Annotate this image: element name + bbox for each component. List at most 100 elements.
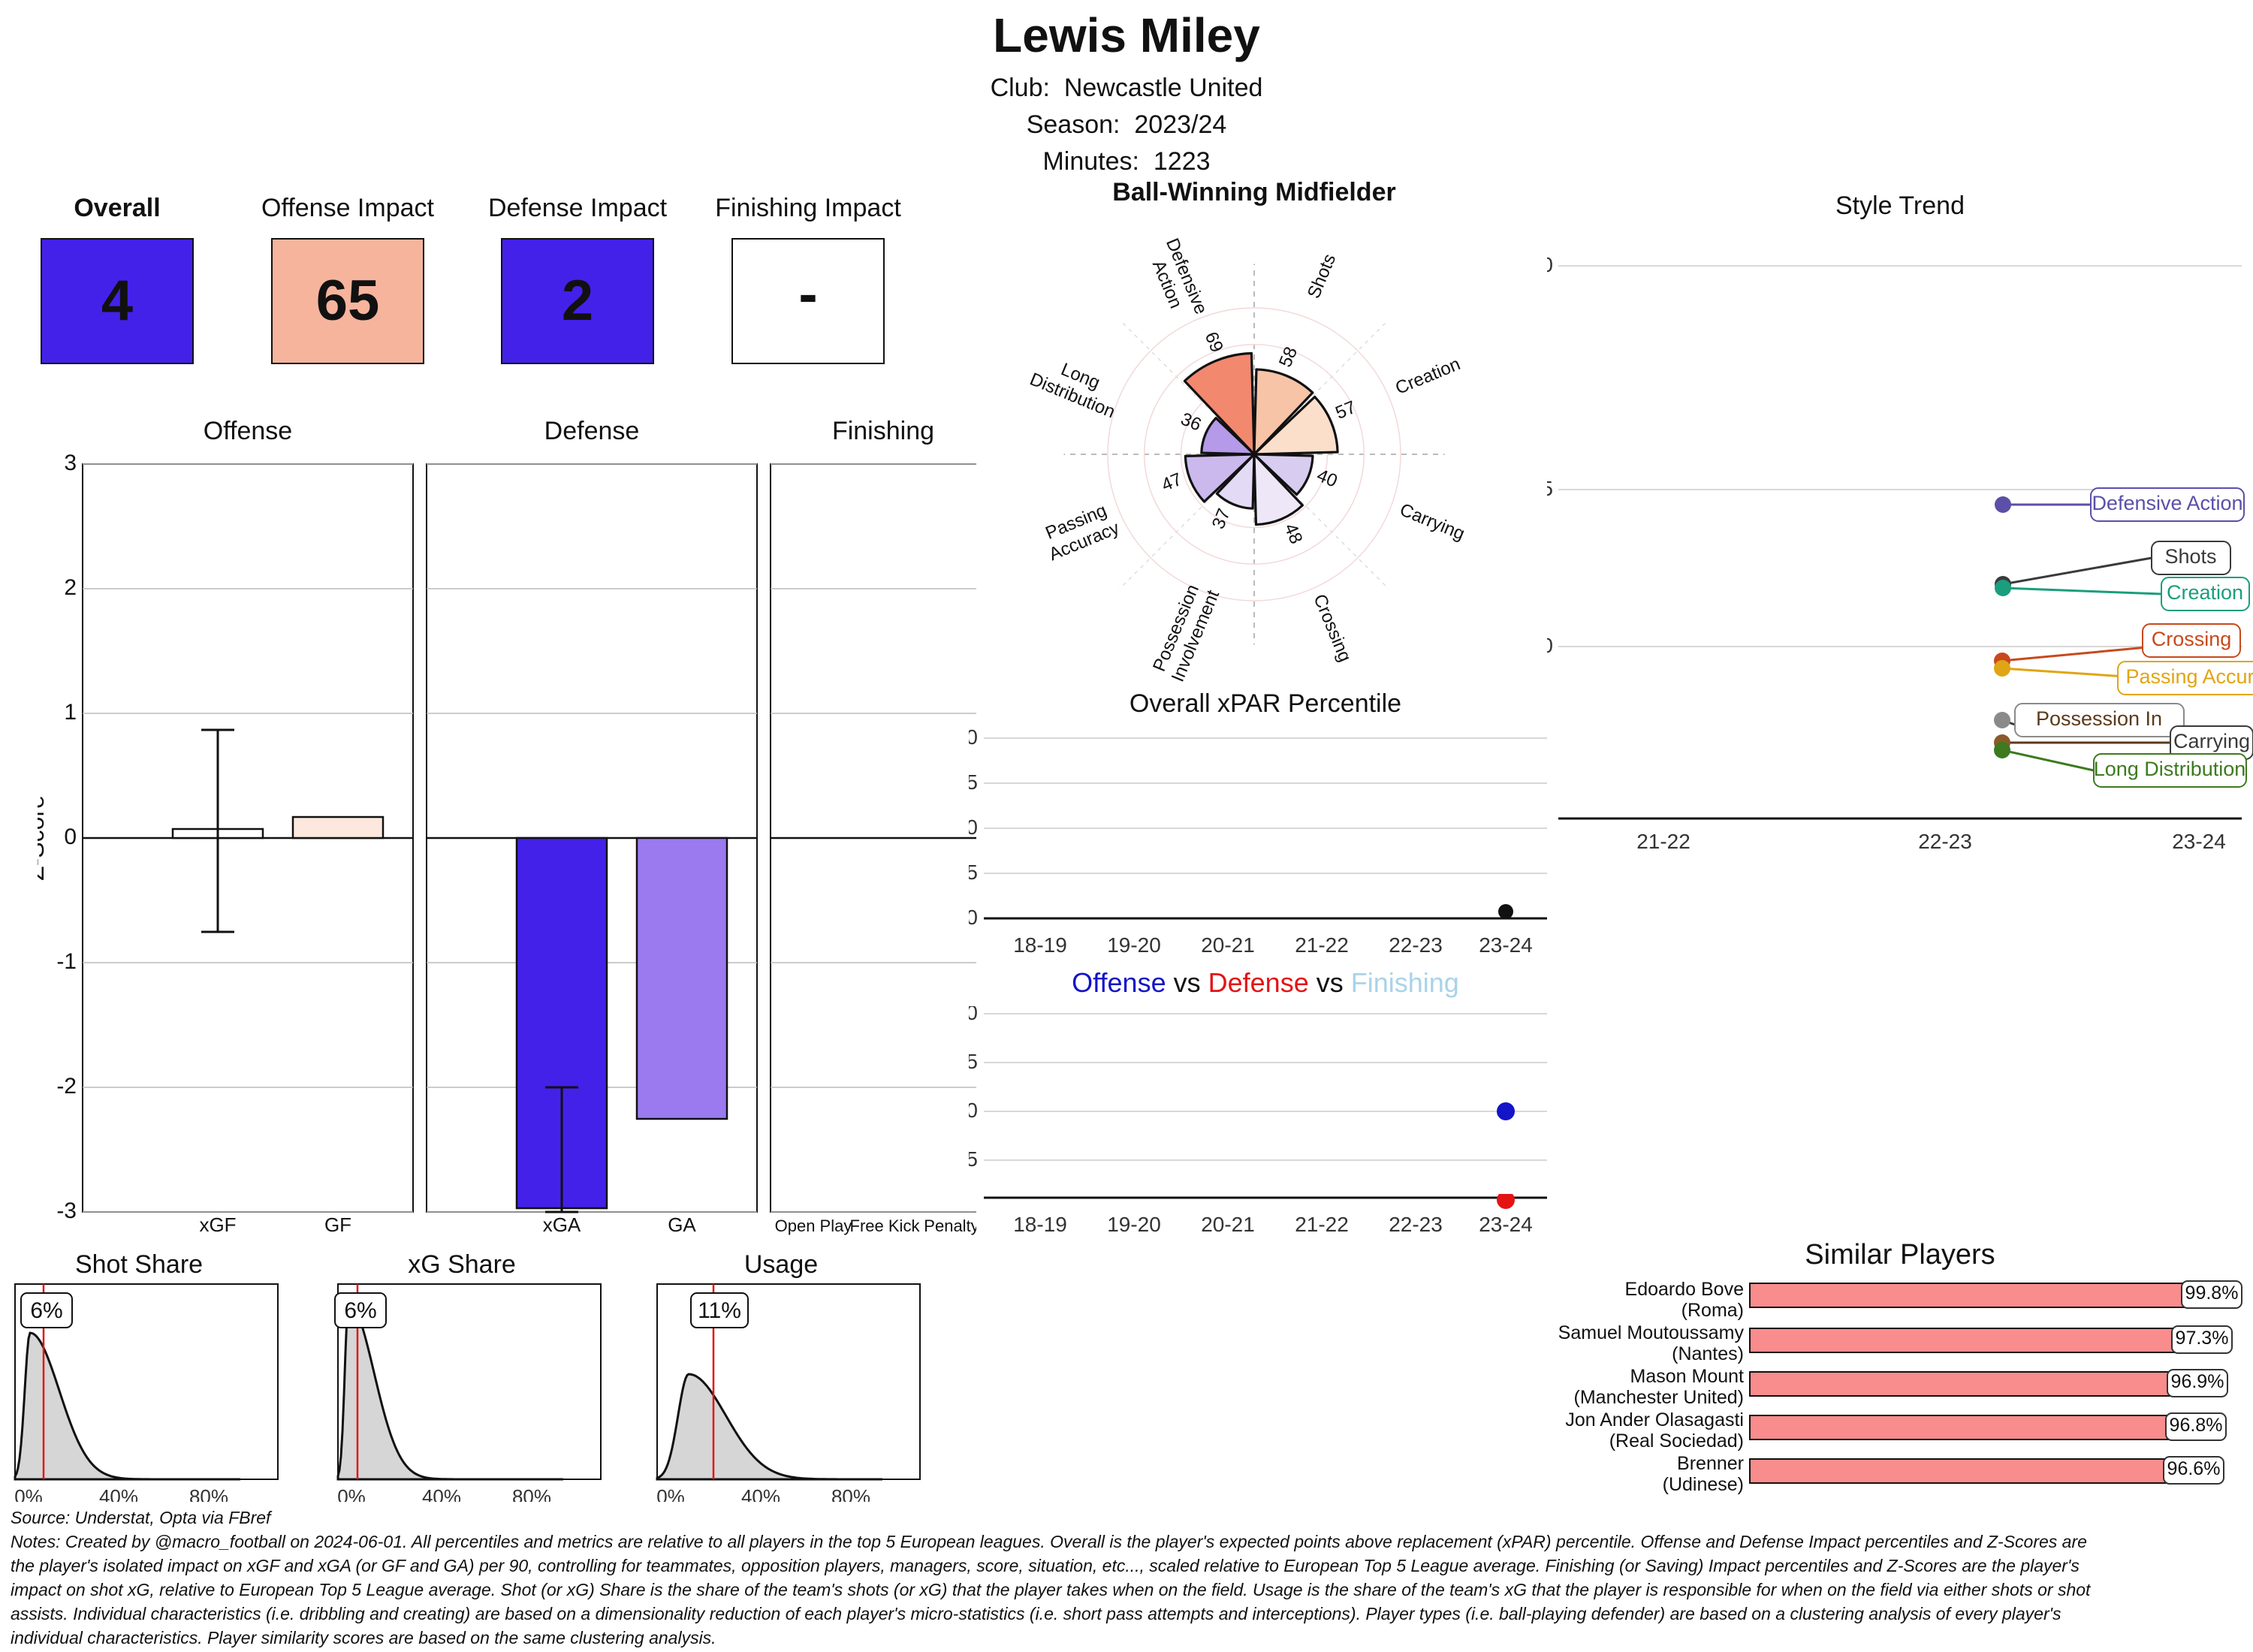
svg-text:Creation: Creation — [2167, 581, 2243, 604]
svg-text:(Roma): (Roma) — [1681, 1300, 1744, 1321]
svg-text:96.6%: 96.6% — [2167, 1458, 2221, 1479]
svg-text:22-23: 22-23 — [1389, 933, 1443, 957]
svg-text:PossessionInvolvement: PossessionInvolvement — [1148, 579, 1223, 685]
svg-text:LongDistribution: LongDistribution — [1027, 350, 1126, 423]
svg-text:xG Share: xG Share — [408, 1250, 516, 1279]
svg-text:80%: 80% — [831, 1485, 870, 1502]
svg-text:75: 75 — [969, 770, 978, 794]
svg-text:21-22: 21-22 — [1636, 830, 1691, 852]
svg-text:-2: -2 — [56, 1074, 77, 1099]
svg-text:40%: 40% — [99, 1485, 138, 1502]
svg-text:80%: 80% — [512, 1485, 551, 1502]
svg-text:0%: 0% — [656, 1485, 685, 1502]
svg-text:Carrying: Carrying — [1397, 499, 1467, 544]
svg-text:6%: 6% — [344, 1298, 376, 1323]
svg-text:0%: 0% — [337, 1485, 366, 1502]
svg-text:-3: -3 — [56, 1198, 77, 1223]
svg-text:PassingAccuracy: PassingAccuracy — [1038, 499, 1122, 565]
svg-text:40: 40 — [1314, 466, 1341, 492]
svg-text:Offense: Offense — [204, 417, 292, 445]
svg-text:1: 1 — [64, 700, 77, 725]
svg-text:97.3%: 97.3% — [2176, 1328, 2229, 1349]
svg-text:19-20: 19-20 — [1107, 1213, 1161, 1236]
svg-text:Shots: Shots — [2164, 545, 2216, 568]
svg-text:50: 50 — [1547, 634, 1553, 657]
svg-text:21-22: 21-22 — [1295, 1213, 1349, 1236]
svg-text:21-22: 21-22 — [1295, 933, 1349, 957]
svg-text:Edoardo Bove: Edoardo Bove — [1625, 1280, 1744, 1300]
svg-text:48: 48 — [1280, 520, 1306, 547]
svg-text:-1: -1 — [56, 949, 77, 974]
svg-text:2: 2 — [64, 575, 77, 600]
svg-text:(Udinese): (Udinese) — [1663, 1474, 1744, 1495]
svg-text:50: 50 — [969, 1099, 978, 1122]
svg-text:20-21: 20-21 — [1201, 933, 1255, 957]
svg-text:23-24: 23-24 — [1479, 1213, 1533, 1236]
svg-text:DefensiveAction: DefensiveAction — [1142, 235, 1211, 325]
svg-text:Ball-Winning Midfielder: Ball-Winning Midfielder — [1112, 178, 1395, 206]
svg-text:37: 37 — [1208, 505, 1235, 532]
svg-text:Usage: Usage — [744, 1250, 818, 1279]
svg-text:GA: GA — [668, 1213, 696, 1235]
svg-text:100: 100 — [1547, 253, 1553, 276]
svg-text:Carrying: Carrying — [2173, 730, 2250, 752]
svg-text:25: 25 — [969, 1147, 978, 1171]
svg-text:Shot Share: Shot Share — [75, 1250, 203, 1279]
svg-text:75: 75 — [969, 1050, 978, 1073]
svg-text:75: 75 — [1547, 477, 1553, 500]
svg-text:18-19: 18-19 — [1013, 933, 1067, 957]
svg-text:23-24: 23-24 — [2172, 830, 2226, 852]
svg-text:xGF: xGF — [199, 1213, 236, 1235]
svg-text:99.8%: 99.8% — [2185, 1283, 2239, 1304]
svg-text:69: 69 — [1201, 329, 1227, 355]
svg-text:xGA: xGA — [543, 1213, 581, 1235]
svg-text:47: 47 — [1159, 469, 1185, 496]
svg-text:Creation: Creation — [1392, 354, 1463, 399]
svg-text:Shots: Shots — [1304, 251, 1340, 301]
svg-text:Brenner: Brenner — [1677, 1453, 1744, 1474]
svg-text:Style Trend: Style Trend — [1835, 191, 1965, 220]
svg-text:Open Play: Open Play — [775, 1216, 852, 1235]
svg-text:36: 36 — [1178, 408, 1204, 435]
svg-text:Passing Accuracy: Passing Accuracy — [2125, 665, 2253, 688]
svg-text:0: 0 — [969, 906, 978, 929]
svg-text:20-21: 20-21 — [1201, 1213, 1255, 1236]
svg-text:Long Distribution: Long Distribution — [2094, 758, 2246, 780]
svg-text:0: 0 — [64, 824, 77, 849]
svg-text:Defense: Defense — [544, 417, 640, 445]
svg-text:(Nantes): (Nantes) — [1672, 1343, 1744, 1364]
svg-text:Crossing: Crossing — [1309, 591, 1355, 665]
svg-text:40%: 40% — [422, 1485, 461, 1502]
svg-text:Defensive Action: Defensive Action — [2092, 492, 2242, 514]
svg-text:Z-Score: Z-Score — [38, 795, 49, 881]
svg-text:23-24: 23-24 — [1479, 933, 1533, 957]
svg-text:18-19: 18-19 — [1013, 1213, 1067, 1236]
svg-text:96.9%: 96.9% — [2171, 1371, 2224, 1392]
svg-text:57: 57 — [1332, 397, 1359, 424]
svg-text:19-20: 19-20 — [1107, 933, 1161, 957]
svg-text:11%: 11% — [698, 1298, 741, 1323]
svg-text:Free Kick: Free Kick — [850, 1216, 921, 1235]
svg-text:Possession In: Possession In — [2036, 707, 2162, 730]
svg-text:Crossing: Crossing — [2152, 628, 2232, 650]
svg-text:Jon Ander Olasagasti: Jon Ander Olasagasti — [1565, 1409, 1744, 1430]
svg-text:Samuel Moutoussamy: Samuel Moutoussamy — [1558, 1322, 1745, 1343]
svg-text:Finishing: Finishing — [832, 417, 934, 445]
svg-text:25: 25 — [969, 861, 978, 884]
svg-text:0%: 0% — [14, 1485, 43, 1502]
svg-text:100: 100 — [969, 725, 978, 749]
svg-text:80%: 80% — [189, 1485, 228, 1502]
svg-text:40%: 40% — [741, 1485, 780, 1502]
svg-text:22-23: 22-23 — [1389, 1213, 1443, 1236]
svg-text:22-23: 22-23 — [1918, 830, 1972, 852]
svg-text:50: 50 — [969, 815, 978, 839]
svg-text:6%: 6% — [30, 1298, 62, 1323]
svg-text:96.8%: 96.8% — [2170, 1415, 2223, 1436]
svg-text:100: 100 — [969, 1006, 978, 1024]
svg-text:Overall xPAR Percentile: Overall xPAR Percentile — [1130, 689, 1401, 718]
svg-text:GF: GF — [324, 1213, 351, 1235]
svg-text:3: 3 — [64, 451, 77, 475]
svg-text:(Manchester United): (Manchester United) — [1574, 1387, 1744, 1408]
svg-text:(Real Sociedad): (Real Sociedad) — [1609, 1430, 1744, 1452]
svg-text:Mason Mount: Mason Mount — [1630, 1366, 1745, 1387]
